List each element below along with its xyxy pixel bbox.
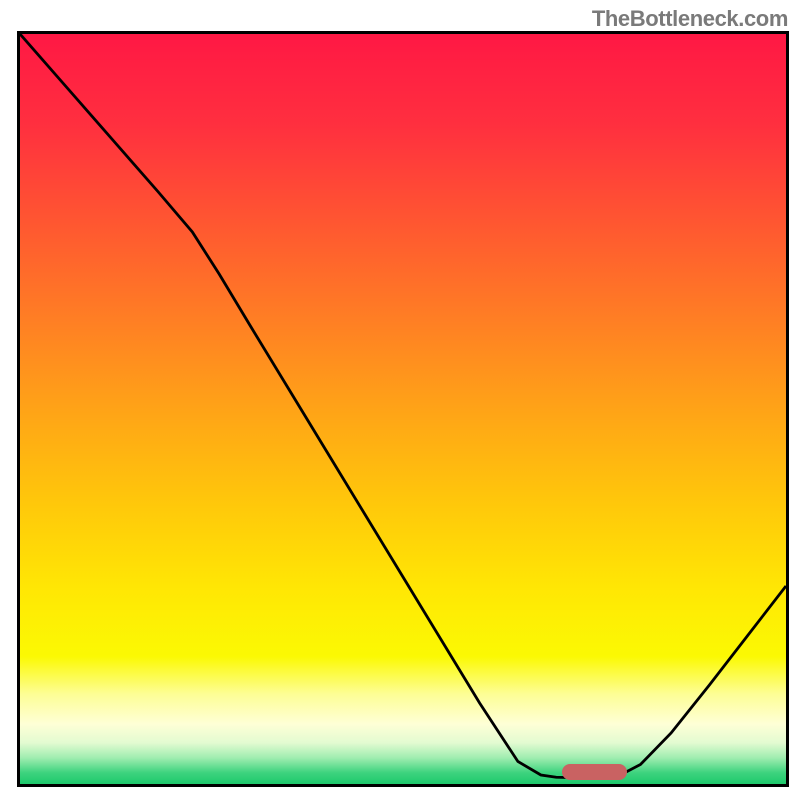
plot-frame [17,31,789,787]
bottleneck-curve [20,34,786,784]
watermark-text: TheBottleneck.com [592,6,788,32]
optimal-marker [562,764,627,780]
